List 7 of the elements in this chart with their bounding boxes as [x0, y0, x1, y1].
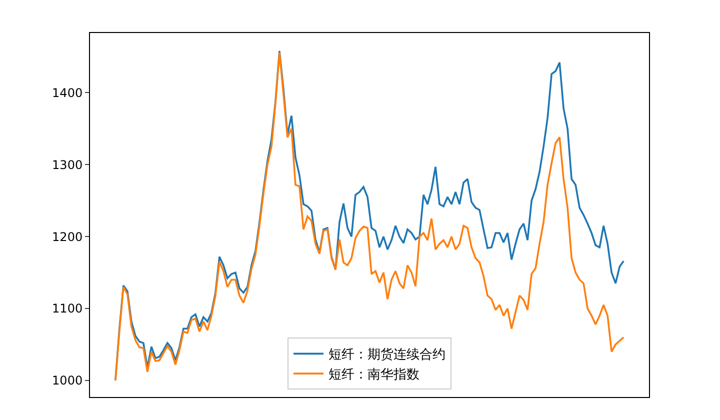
legend-label: 短纤：期货连续合约 [328, 348, 446, 363]
y-tick-label: 1200 [52, 230, 83, 244]
legend-label: 短纤：南华指数 [328, 368, 420, 383]
y-tick-label: 1000 [52, 374, 83, 388]
y-tick-label: 1100 [52, 302, 83, 316]
y-tick-label: 1300 [52, 158, 83, 172]
y-tick-label: 1400 [52, 86, 83, 100]
